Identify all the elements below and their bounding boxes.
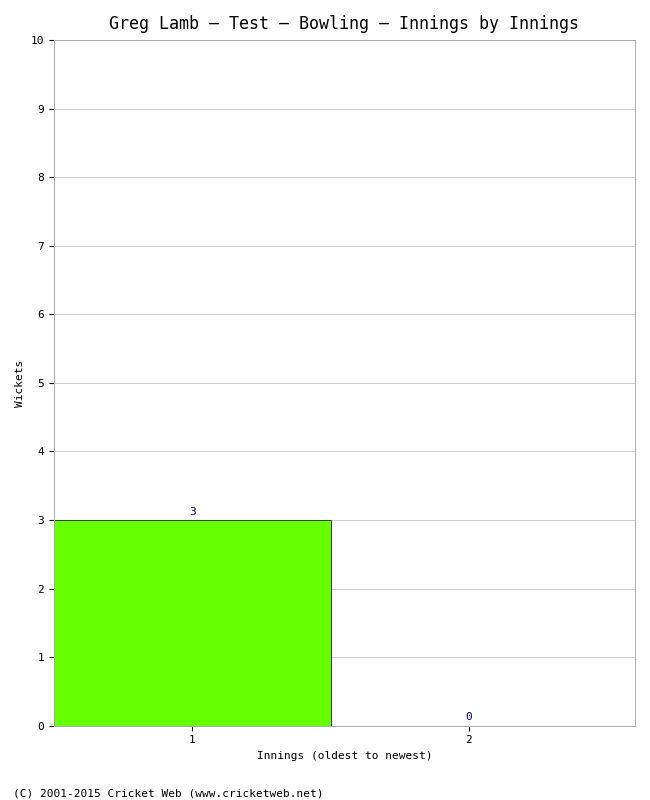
Title: Greg Lamb – Test – Bowling – Innings by Innings: Greg Lamb – Test – Bowling – Innings by …	[109, 15, 579, 33]
Text: (C) 2001-2015 Cricket Web (www.cricketweb.net): (C) 2001-2015 Cricket Web (www.cricketwe…	[13, 788, 324, 798]
Text: 0: 0	[465, 712, 473, 722]
Text: 3: 3	[188, 506, 196, 517]
Bar	[54, 520, 331, 726]
X-axis label: Innings (oldest to newest): Innings (oldest to newest)	[257, 751, 432, 761]
Y-axis label: Wickets: Wickets	[15, 359, 25, 406]
